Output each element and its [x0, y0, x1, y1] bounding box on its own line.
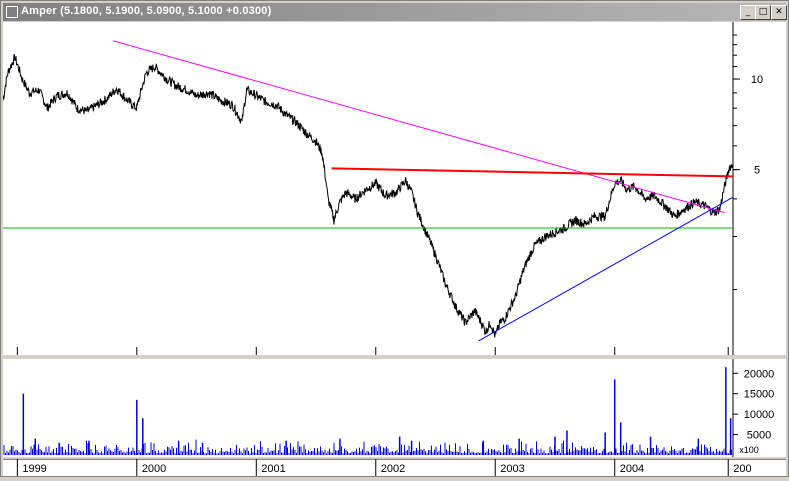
- time-axis-label: 1999: [22, 463, 46, 475]
- time-axis-label: 2002: [381, 463, 405, 475]
- price-pane[interactable]: 10 5: [2, 22, 786, 355]
- price-tick-label: 5: [754, 165, 760, 177]
- volume-tick-label: 5000: [747, 430, 771, 442]
- time-axis: 1999 2000 2001 2002 2003 2004 200: [3, 458, 786, 476]
- volume-tick-label: 10000: [744, 409, 775, 421]
- volume-pane[interactable]: 20000 15000 10000 5000 x100: [3, 359, 786, 457]
- title-bar[interactable]: Amper (5.1800, 5.1900, 5.0900, 5.1000 +0…: [3, 3, 787, 21]
- volume-tick-label: 15000: [744, 389, 775, 401]
- volume-chart: 20000 15000 10000 5000 x100: [3, 359, 775, 457]
- time-axis-label: 2004: [620, 463, 644, 475]
- lower-trendline: [478, 196, 734, 342]
- minimize-button[interactable]: _: [740, 5, 756, 20]
- volume-unit-label: x100: [739, 445, 759, 455]
- price-series-line: [2, 54, 734, 338]
- time-axis-label: 200: [733, 463, 751, 475]
- maximize-button[interactable]: □: [755, 5, 771, 20]
- resistance-line: [331, 167, 734, 178]
- time-axis-label: 2001: [261, 463, 285, 475]
- upper-trendline: [112, 40, 725, 214]
- time-axis-labels: 1999 2000 2001 2002 2003 2004 200: [3, 458, 786, 476]
- window-menu-icon[interactable]: [6, 6, 18, 18]
- close-button[interactable]: ✕: [771, 5, 787, 20]
- time-axis-label: 2000: [142, 463, 166, 475]
- time-axis-label: 2003: [500, 463, 524, 475]
- window-title: Amper (5.1800, 5.1900, 5.0900, 5.1000 +0…: [21, 5, 272, 17]
- volume-tick-label: 20000: [744, 368, 775, 380]
- price-chart: 10 5: [2, 22, 763, 355]
- price-tick-label: 10: [751, 74, 763, 86]
